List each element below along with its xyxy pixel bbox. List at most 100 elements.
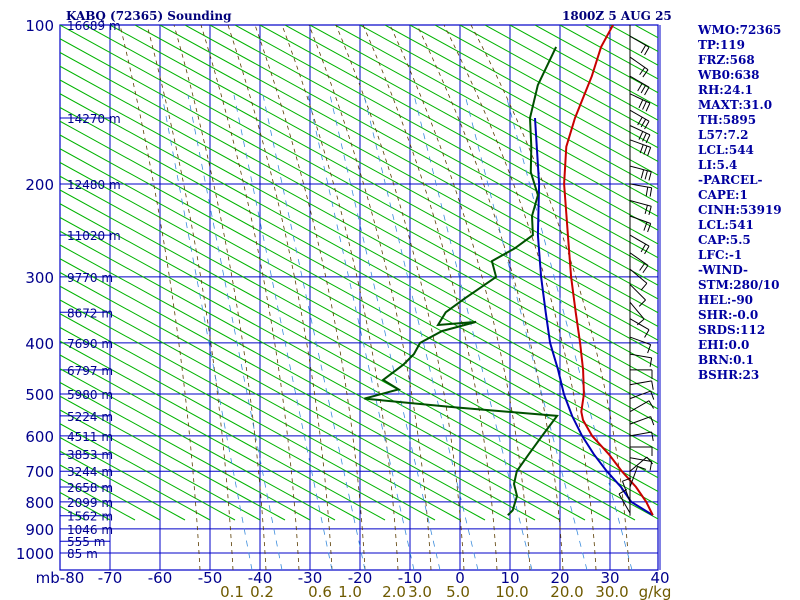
index-item: RH:24.1	[698, 83, 753, 97]
height-label: 9770 m	[67, 271, 113, 285]
wind-barb	[629, 416, 655, 426]
mixing-ratio-line	[413, 94, 533, 570]
wind-barb-staff	[629, 416, 651, 425]
dry-adiabat-line	[60, 51, 658, 382]
moist-adiabat-line	[227, 25, 333, 570]
mixing-ratio-lines	[161, 94, 633, 570]
index-item: SRDS:112	[698, 323, 766, 337]
wind-barb	[629, 165, 652, 181]
mixing-ratio-line	[187, 94, 283, 570]
height-label: 555 m	[67, 535, 105, 549]
dry-adiabat-line	[60, 313, 436, 521]
mixing-ratio-line	[329, 94, 441, 570]
wind-barb-feather	[647, 147, 652, 156]
parcel-trace	[534, 117, 654, 517]
wind-barb-staff	[629, 301, 645, 320]
mixing-ratio-label: 5.0	[446, 583, 470, 600]
wind-barb-staff	[629, 353, 652, 359]
wind-barb	[629, 75, 650, 96]
wind-barb-feather	[643, 221, 648, 231]
index-item: SHR:-0.0	[698, 308, 759, 322]
height-label: 1046 m	[67, 523, 113, 537]
pressure-tick-label: 800	[25, 494, 54, 512]
pressure-tick-label: 200	[25, 176, 54, 194]
dry-adiabat-line	[234, 25, 658, 259]
wind-barb-feather	[639, 262, 646, 271]
wind-barb-feather	[646, 456, 654, 465]
index-item: EHI:0.0	[698, 338, 750, 352]
temperature-tick-label: -60	[148, 569, 173, 587]
wind-barb-staff	[629, 268, 648, 284]
index-item: LCL:544	[698, 143, 754, 157]
wind-barb	[629, 456, 654, 472]
wind-barb	[629, 125, 651, 144]
pressure-tick-label: 700	[25, 463, 54, 481]
index-item: WMO:72365	[698, 23, 782, 37]
dry-adiabat-line	[209, 25, 658, 272]
index-item: TP:119	[698, 38, 746, 52]
index-item: MAXT:31.0	[698, 98, 773, 112]
wind-barb-feather	[644, 329, 650, 338]
wind-barb-feather	[651, 380, 654, 390]
dry-adiabat-line	[184, 25, 658, 286]
mixing-ratio-label: 10.0	[495, 583, 528, 600]
dry-adiabat-line	[134, 25, 658, 314]
wind-barb-feather	[648, 171, 652, 181]
dry-adiabat-line	[409, 25, 658, 162]
dry-adiabat-line	[60, 134, 658, 465]
wind-barb	[629, 390, 655, 400]
wind-barb	[629, 200, 652, 216]
index-item: WB0:638	[698, 68, 760, 82]
height-label: 7690 m	[67, 337, 113, 351]
temperature-tick-label: -20	[348, 569, 373, 587]
dry-adiabat-line	[60, 285, 486, 521]
index-item: LCL:541	[698, 218, 754, 232]
temperature-tick-label: 0	[455, 569, 465, 587]
wind-barb-feather	[640, 44, 647, 54]
wind-barb-feather	[645, 102, 651, 112]
wind-barb-feather	[644, 120, 650, 130]
temperature-tick-label: -70	[98, 569, 123, 587]
index-item: STM:280/10	[698, 278, 780, 292]
dry-adiabat-line	[60, 79, 658, 410]
wind-barb	[629, 215, 652, 233]
dry-adiabat-line	[60, 368, 336, 521]
wind-barb-staff	[629, 183, 652, 189]
wind-barb-feather	[644, 245, 650, 255]
wind-barb-feather	[650, 390, 655, 400]
chart-title-station: KABQ (72365) Sounding	[66, 9, 232, 23]
height-label: 8672 m	[67, 306, 113, 320]
wind-barb	[629, 380, 654, 390]
height-label: 4511 m	[67, 430, 113, 444]
wind-barb-feather	[644, 205, 648, 215]
mixing-ratio-line	[505, 94, 633, 570]
wind-barb-staff	[629, 165, 652, 173]
height-label: 14270 m	[67, 112, 121, 126]
pressure-tick-label: 100	[25, 17, 54, 35]
temperature-tick-label: 40	[650, 569, 669, 587]
mixing-ratio-label: 0.1	[220, 583, 244, 600]
indices-panel: WMO:72365 TP:119 FRZ:568 WB0:638 RH:24.1 MAXT…	[698, 23, 782, 383]
wind-barb-feather	[618, 489, 628, 495]
mixing-ratio-label: g/kg	[639, 583, 672, 600]
wind-barb-staff	[618, 493, 631, 514]
index-item: LFC:-1	[698, 248, 743, 262]
mixing-ratio-label: 0.2	[250, 583, 274, 600]
wind-barb	[629, 431, 654, 441]
mixing-ratio-label: 3.0	[408, 583, 432, 600]
wind-barb-staff	[629, 456, 648, 472]
index-item: TH:5895	[698, 113, 757, 127]
wind-barb	[630, 369, 653, 379]
pressure-tick-label: 900	[25, 521, 54, 539]
chart-grid	[59, 24, 661, 571]
mixing-ratio-label: 30.0	[595, 583, 628, 600]
wind-barb-feather	[651, 431, 654, 441]
dry-adiabats	[60, 25, 658, 521]
wind-barb-feather	[637, 116, 643, 126]
mixing-ratio-line	[363, 94, 479, 570]
pressure-tick-label: 600	[25, 428, 54, 446]
wind-barb-feather	[640, 84, 647, 94]
temperature-tick-label: 30	[600, 569, 619, 587]
index-item: -PARCEL-	[698, 173, 763, 187]
wind-barb-feather	[645, 134, 651, 144]
